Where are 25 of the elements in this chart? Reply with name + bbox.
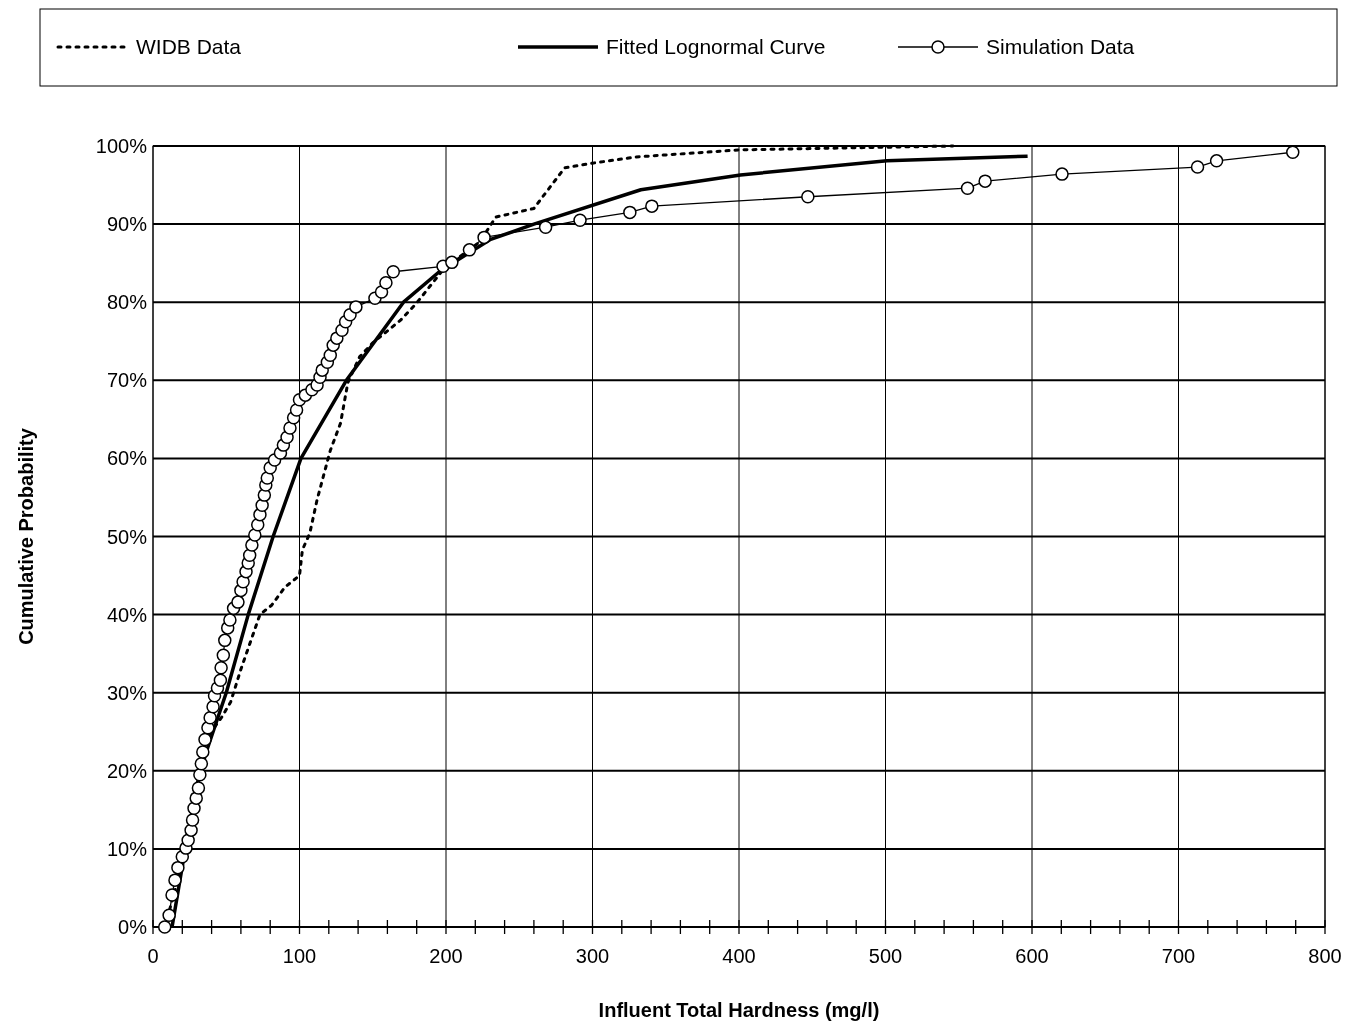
x-tick-label: 0 (147, 945, 159, 967)
x-tick-label: 600 (1015, 945, 1049, 967)
y-tick-label: 40% (106, 603, 148, 626)
legend-label: Simulation Data (986, 35, 1135, 59)
x-tick-label: 300 (575, 945, 610, 967)
x-tick-label: 800 (1308, 945, 1342, 967)
x-tick-label: 700 (1161, 945, 1196, 967)
y-tick-label: 10% (106, 837, 148, 860)
x-tick-label: 400 (722, 945, 756, 967)
y-tick-label: 60% (106, 447, 148, 470)
legend-label: Fitted Lognormal Curve (606, 35, 826, 59)
y-tick-label: 30% (106, 681, 148, 704)
x-tick-label: 100 (282, 945, 317, 967)
y-tick-label: 70% (106, 369, 148, 392)
y-tick-label: 100% (95, 135, 148, 157)
x-axis-title: Influent Total Hardness (mg/l) (598, 999, 880, 1021)
y-tick-label: 80% (106, 291, 148, 314)
y-tick-label: 20% (106, 759, 148, 782)
y-tick-label: 0% (118, 916, 148, 938)
y-tick-label: 90% (106, 213, 148, 236)
y-axis-title: Cumulative Probability (15, 427, 37, 645)
legend-label: WIDB Data (136, 35, 242, 59)
x-tick-label: 200 (429, 945, 463, 967)
x-tick-label: 500 (868, 945, 903, 967)
y-tick-label: 50% (106, 525, 148, 548)
